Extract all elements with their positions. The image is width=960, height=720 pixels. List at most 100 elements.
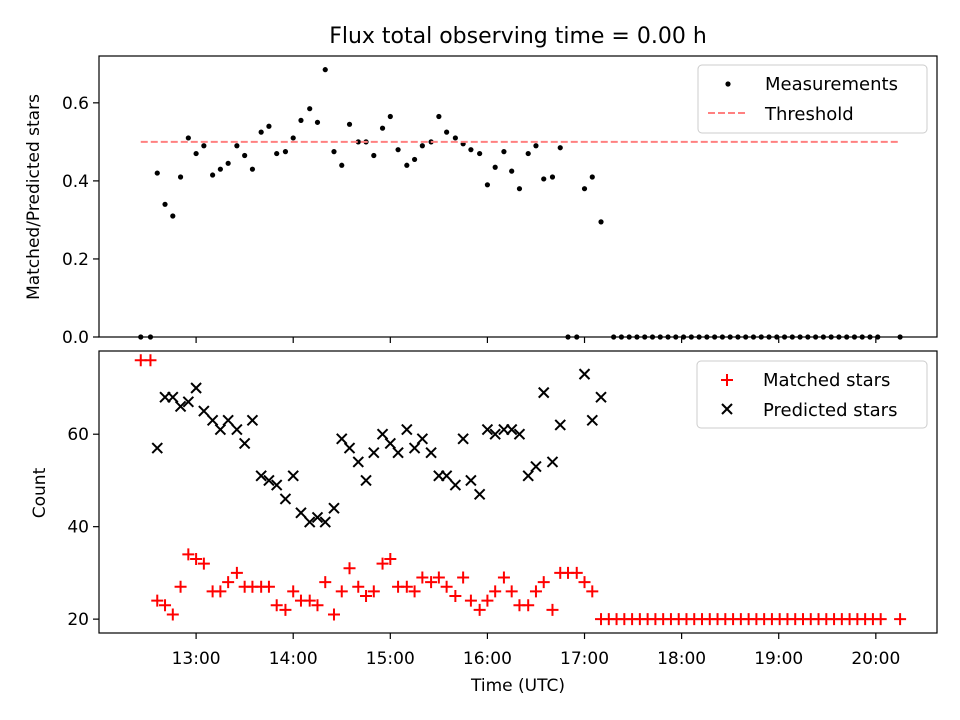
point-measurements: [298, 117, 304, 123]
point-predicted-stars: [595, 391, 607, 403]
point-matched-stars: [287, 585, 300, 598]
x-tick-label: 16:00: [463, 649, 512, 669]
point-measurements: [201, 143, 207, 149]
bottom-panel: 20 40 60 13:00 14:00 15:00 16:00 17:00 18:00 19:…: [30, 350, 938, 696]
bottom-axes-frame: [98, 350, 938, 634]
point-measurements: [492, 164, 498, 170]
point-matched-stars: [352, 580, 365, 593]
point-predicted-stars: [513, 428, 526, 440]
legend-label-threshold: Threshold: [764, 104, 854, 125]
point-measurements: [266, 123, 272, 129]
point-matched-stars: [416, 571, 429, 584]
point-matched-stars: [570, 566, 583, 579]
point-matched-stars: [174, 580, 187, 593]
point-measurements: [541, 176, 547, 182]
point-predicted-stars: [343, 442, 356, 454]
point-measurements: [162, 201, 168, 207]
top-panel: 0.0 0.2 0.4 0.6 Matched/Predicted stars Mea…: [24, 55, 938, 348]
point-measurements: [477, 150, 483, 157]
point-matched-stars: [367, 585, 380, 598]
top-legend-box: [697, 64, 928, 134]
point-matched-stars: [432, 571, 445, 584]
point-measurements: [452, 135, 458, 141]
point-predicted-stars: [214, 423, 227, 436]
point-matched-stars: [159, 599, 172, 612]
point-predicted-stars: [449, 479, 462, 491]
point-measurements: [533, 143, 539, 149]
point-matched-stars: [578, 576, 591, 589]
point-matched-stars: [327, 608, 340, 621]
x-tick-label: 15:00: [366, 649, 415, 669]
point-matched-stars: [457, 571, 470, 584]
x-tick-label: 14:00: [269, 649, 318, 669]
point-measurements: [154, 170, 160, 176]
legend-label-measurements: Measurements: [765, 74, 898, 95]
point-measurements: [322, 67, 328, 73]
point-measurements: [274, 150, 280, 157]
point-measurements: [419, 143, 425, 149]
point-measurements: [557, 145, 563, 151]
point-measurements: [282, 149, 289, 155]
point-predicted-stars: [198, 405, 210, 417]
point-predicted-stars: [328, 502, 340, 514]
point-matched-stars: [537, 576, 550, 589]
top-y-tick-label: 0.0: [62, 328, 89, 348]
point-predicted-stars: [408, 442, 421, 454]
point-predicted-stars: [489, 428, 501, 440]
point-matched-stars: [400, 580, 413, 593]
point-matched-stars: [481, 594, 494, 607]
point-measurements: [217, 166, 223, 172]
point-predicted-stars: [279, 493, 292, 505]
point-measurements: [193, 150, 199, 157]
point-measurements: [371, 152, 377, 159]
point-predicted-stars: [578, 368, 591, 380]
x-tick-label: 18:00: [657, 649, 706, 669]
point-predicted-stars: [238, 437, 251, 450]
x-axis-label: Time (UTC): [470, 676, 565, 696]
point-measurements: [234, 143, 240, 149]
point-predicted-stars: [401, 423, 413, 436]
point-matched-stars: [230, 566, 243, 579]
point-measurements: [177, 174, 184, 180]
point-matched-stars: [874, 613, 887, 626]
point-measurements: [444, 129, 450, 135]
point-matched-stars: [343, 562, 356, 575]
point-matched-stars: [222, 576, 235, 589]
point-matched-stars: [425, 576, 438, 589]
point-measurements: [290, 135, 296, 141]
point-measurements: [484, 182, 491, 188]
point-matched-stars: [546, 603, 559, 616]
point-predicted-stars: [222, 414, 234, 427]
point-matched-stars: [311, 599, 324, 612]
point-measurements: [501, 149, 507, 155]
legend-label-matched: Matched stars: [763, 370, 890, 391]
point-matched-stars: [489, 585, 502, 598]
bottom-marks: [134, 354, 907, 626]
top-x-ticks: [195, 337, 877, 343]
point-measurements: [525, 150, 531, 157]
point-matched-stars: [449, 590, 462, 603]
bottom-legend-box: [696, 360, 928, 429]
point-predicted-stars: [336, 433, 348, 445]
point-measurements: [170, 213, 176, 219]
point-matched-stars: [262, 580, 275, 593]
point-predicted-stars: [505, 423, 518, 436]
point-measurements: [581, 186, 588, 192]
point-predicted-stars: [190, 382, 202, 394]
point-predicted-stars: [295, 507, 307, 519]
point-matched-stars: [190, 553, 203, 566]
bottom-y-tick-label: 20: [67, 610, 89, 630]
point-measurements: [549, 174, 556, 180]
point-predicted-stars: [425, 446, 437, 459]
point-measurements: [468, 147, 474, 153]
point-matched-stars: [144, 354, 157, 367]
point-predicted-stars: [473, 488, 486, 501]
point-measurements: [379, 125, 386, 131]
chart-title: Flux total observing time = 0.00 h: [329, 24, 707, 49]
point-measurements: [249, 166, 256, 172]
point-measurements: [387, 113, 393, 120]
top-y-tick-label: 0.4: [62, 172, 89, 192]
point-predicted-stars: [522, 470, 534, 482]
top-y-ticks: 0.0 0.2 0.4 0.6: [62, 94, 99, 348]
